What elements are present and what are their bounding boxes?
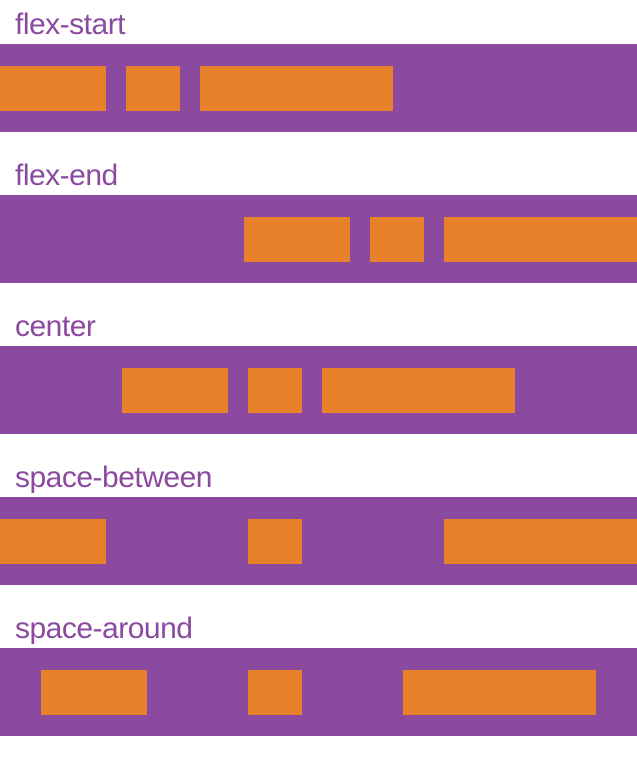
flex-item-large bbox=[322, 367, 515, 413]
flex-item-medium bbox=[122, 367, 228, 413]
section-flex-end: flex-end bbox=[0, 157, 637, 283]
sections-list: flex-start flex-end center space-between… bbox=[0, 6, 637, 736]
flex-container bbox=[0, 497, 637, 585]
section-space-between: space-between bbox=[0, 459, 637, 585]
section-center: center bbox=[0, 308, 637, 434]
flex-item-small bbox=[248, 518, 302, 564]
flex-container bbox=[0, 648, 637, 736]
flex-container bbox=[0, 195, 637, 283]
flex-container bbox=[0, 44, 637, 132]
justify-content-label: flex-end bbox=[15, 159, 118, 192]
flex-item-small bbox=[126, 65, 180, 111]
flex-item-small bbox=[370, 216, 424, 262]
flex-container bbox=[0, 346, 637, 434]
flex-item-large bbox=[403, 669, 597, 715]
flex-item-small bbox=[247, 669, 302, 715]
flex-item-small bbox=[248, 367, 302, 413]
flex-item-large bbox=[444, 518, 637, 564]
flex-item-medium bbox=[0, 65, 106, 111]
flex-item-medium bbox=[244, 216, 350, 262]
flex-item-medium bbox=[0, 518, 106, 564]
flex-item-large bbox=[444, 216, 637, 262]
flex-item-medium bbox=[40, 669, 147, 715]
justify-content-label: space-around bbox=[15, 612, 193, 645]
justify-content-label: space-between bbox=[15, 461, 212, 494]
flex-item-large bbox=[200, 65, 393, 111]
section-flex-start: flex-start bbox=[0, 6, 637, 132]
section-space-around: space-around bbox=[0, 610, 637, 736]
justify-content-label: center bbox=[15, 310, 96, 343]
justify-content-label: flex-start bbox=[15, 8, 126, 41]
